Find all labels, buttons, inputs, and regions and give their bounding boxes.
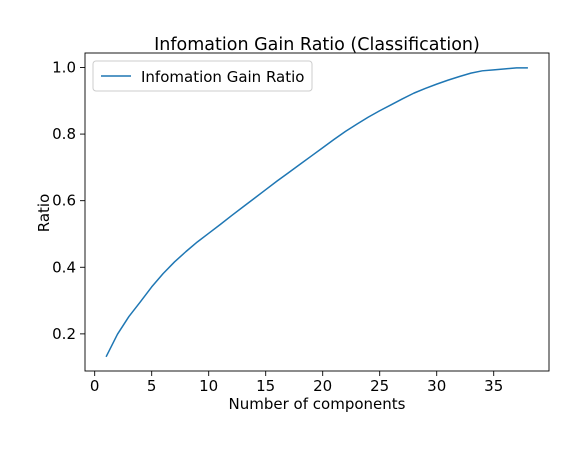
plot-area: [84, 52, 550, 372]
y-tick-label: 1.0: [52, 58, 76, 76]
y-tick-label: 0.2: [52, 325, 76, 343]
x-tick-label: 30: [427, 377, 446, 395]
y-tick-label: 0.4: [52, 258, 76, 276]
series-layer: [105, 67, 528, 358]
x-axis-ticks: 0 5 10 15 20 25 30 35: [90, 371, 503, 395]
x-tick-label: 25: [370, 377, 389, 395]
x-tick-label: 0: [90, 377, 100, 395]
legend-label: Infomation Gain Ratio: [141, 68, 304, 86]
x-tick-label: 20: [313, 377, 332, 395]
legend: Infomation Gain Ratio: [92, 60, 313, 92]
x-tick-label: 35: [484, 377, 503, 395]
legend-box: [92, 60, 313, 92]
y-tick-label: 0.8: [52, 125, 76, 143]
series-line: [105, 67, 528, 358]
chart-title: Infomation Gain Ratio (Classification): [154, 35, 480, 55]
x-tick-label: 15: [256, 377, 275, 395]
x-axis-label: Number of components: [229, 395, 406, 413]
x-tick-label: 5: [147, 377, 157, 395]
y-axis-label: Ratio: [35, 194, 53, 233]
y-axis-ticks: 0.2 0.4 0.6 0.8 1.0: [52, 58, 85, 343]
x-tick-label: 10: [199, 377, 218, 395]
y-tick-label: 0.6: [52, 192, 76, 210]
